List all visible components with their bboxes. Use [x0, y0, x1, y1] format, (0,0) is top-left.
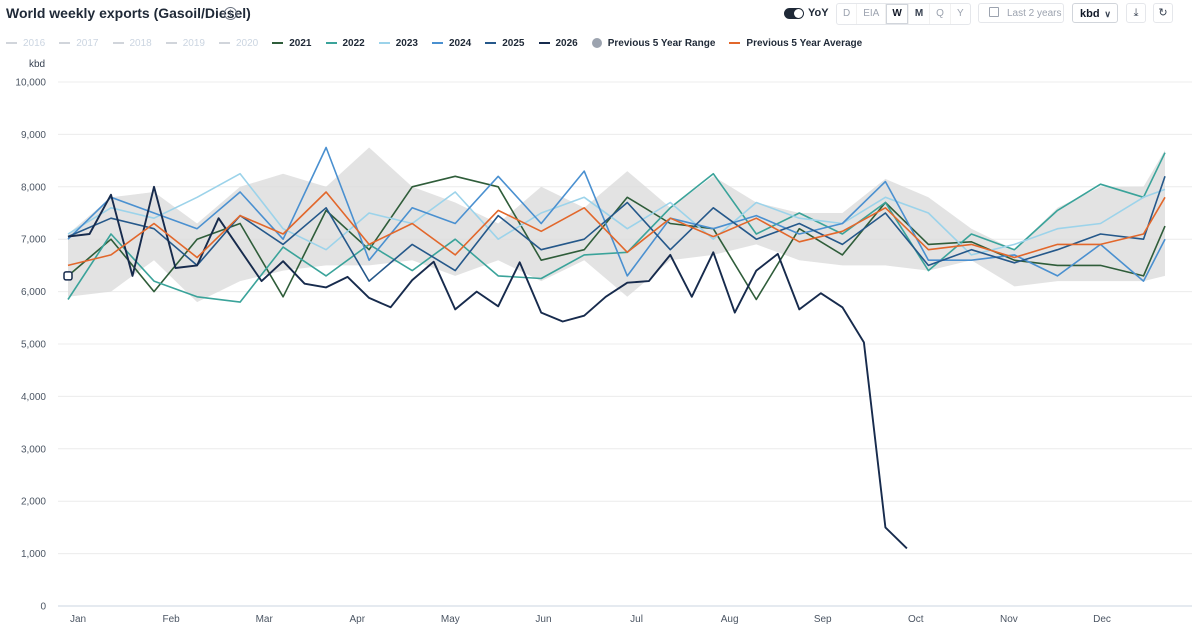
y-tick-label: 3,000	[21, 444, 46, 455]
refresh-button[interactable]: ↻	[1153, 3, 1173, 23]
download-icon: ⤓	[1133, 7, 1139, 19]
x-tick-label: May	[441, 614, 460, 625]
chevron-down-icon: ∨	[1104, 9, 1111, 19]
chart-title: World weekly exports (Gasoil/Diesel)	[6, 5, 251, 21]
freq-button-q[interactable]: Q	[930, 4, 951, 24]
legend-swatch	[378, 42, 390, 44]
x-tick-label: Mar	[256, 614, 274, 625]
legend-item-2024[interactable]: 2024	[432, 38, 471, 49]
x-tick-label: Jun	[535, 614, 551, 625]
chart-header: World weekly exports (Gasoil/Diesel) i Y…	[0, 0, 1200, 28]
legend-swatch	[729, 42, 741, 44]
legend-swatch	[325, 42, 337, 44]
y-tick-label: 4,000	[21, 392, 46, 403]
series-start-marker	[63, 271, 73, 281]
legend-item-2016[interactable]: 2016	[6, 38, 45, 49]
download-button[interactable]: ⤓	[1126, 3, 1146, 23]
frequency-selector: D EIA W M Q Y	[836, 3, 971, 25]
legend-label: Previous 5 Year Range	[607, 37, 716, 49]
x-tick-label: Jul	[630, 614, 643, 625]
freq-button-d[interactable]: D	[837, 4, 858, 24]
legend-label: 2017	[76, 37, 99, 49]
yoy-toggle[interactable]	[784, 8, 804, 19]
legend-swatch	[219, 42, 230, 44]
legend-swatch	[112, 42, 124, 44]
legend-label: Previous 5 Year Average	[746, 37, 863, 49]
legend-item-2021[interactable]: 2021	[272, 37, 312, 49]
y-tick-label: 0	[40, 602, 46, 613]
y-axis-label: kbd	[29, 59, 46, 70]
freq-button-eia[interactable]: EIA	[857, 4, 887, 24]
legend-label: 2020	[236, 37, 259, 49]
legend-label: 2022	[342, 37, 365, 49]
x-tick-label: Nov	[1000, 614, 1018, 625]
legend-swatch	[591, 38, 602, 48]
x-tick-label: Oct	[908, 614, 924, 625]
y-tick-label: 9,000	[21, 130, 46, 141]
legend-item-2026[interactable]: 2026	[538, 37, 578, 49]
y-tick-label: 1,000	[21, 549, 46, 560]
x-tick-label: Aug	[721, 614, 739, 625]
yoy-toggle-label: YoY	[808, 7, 829, 19]
series-line-2021	[67, 175, 1166, 301]
chart-legend: 2016 2017 2018 2019 2020 2021 2022 2023 2024 2025…	[6, 36, 876, 50]
legend-item-2020[interactable]: 2020	[219, 38, 258, 49]
legend-item-2022[interactable]: 2022	[325, 37, 365, 49]
legend-item-2018[interactable]: 2018	[112, 37, 152, 49]
unit-select[interactable]: kbd ∨	[1072, 3, 1118, 23]
calendar-icon	[989, 7, 999, 17]
legend-swatch	[485, 42, 497, 44]
y-tick-label: 6,000	[21, 287, 46, 298]
y-tick-label: 5,000	[21, 340, 46, 351]
info-circle-icon[interactable]: i	[224, 7, 237, 20]
series-line-2024	[67, 146, 1166, 282]
legend-item-previous-5-year-range[interactable]: Previous 5 Year Range	[591, 37, 716, 49]
legend-item-2023[interactable]: 2023	[378, 37, 418, 49]
y-tick-label: 7,000	[21, 235, 46, 246]
series-line-2025	[67, 176, 1166, 282]
unit-select-value: kbd	[1080, 8, 1100, 20]
x-tick-label: Jan	[70, 614, 86, 625]
y-tick-label: 10,000	[15, 78, 46, 89]
legend-item-2017[interactable]: 2017	[59, 37, 99, 49]
y-tick-label: 8,000	[21, 182, 46, 193]
legend-swatch	[6, 42, 17, 44]
refresh-icon: ↻	[1158, 7, 1168, 19]
legend-swatch	[432, 42, 443, 44]
y-tick-label: 2,000	[21, 497, 46, 508]
legend-swatch	[165, 42, 177, 44]
legend-item-previous-5-year-average[interactable]: Previous 5 Year Average	[729, 38, 862, 49]
legend-item-2025[interactable]: 2025	[485, 37, 525, 49]
freq-button-w[interactable]: W	[886, 4, 909, 24]
legend-label: 2023	[395, 37, 418, 49]
x-tick-label: Feb	[162, 614, 180, 625]
x-tick-label: Dec	[1093, 614, 1111, 625]
x-tick-label: Sep	[814, 614, 832, 625]
legend-label: 2019	[182, 37, 205, 49]
legend-swatch	[538, 42, 550, 44]
legend-swatch	[59, 42, 71, 44]
series-line-previous-5-year-average	[67, 191, 1166, 267]
series-line-2023	[67, 172, 1166, 256]
series-line-2026	[67, 185, 908, 550]
legend-label: 2018	[129, 37, 152, 49]
date-range-picker[interactable]: Last 2 years	[978, 3, 1064, 23]
freq-button-m[interactable]: M	[909, 4, 931, 24]
x-tick-label: Apr	[349, 614, 365, 625]
legend-swatch	[272, 42, 284, 44]
legend-label: 2016	[23, 37, 46, 49]
legend-label: 2025	[502, 37, 525, 49]
date-range-label: Last 2 years	[1007, 8, 1062, 19]
legend-label: 2024	[449, 37, 472, 49]
legend-label: 2026	[555, 37, 578, 49]
legend-label: 2021	[289, 37, 312, 49]
freq-button-y[interactable]: Y	[956, 8, 964, 19]
legend-item-2019[interactable]: 2019	[165, 37, 205, 49]
